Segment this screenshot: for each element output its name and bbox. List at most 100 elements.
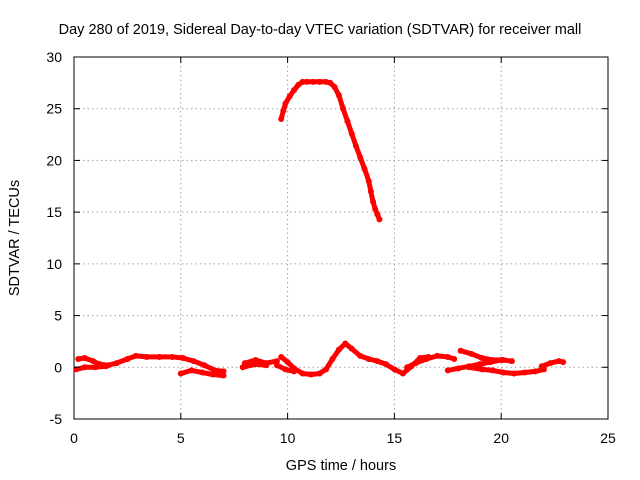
data-point bbox=[444, 353, 451, 360]
data-point bbox=[282, 100, 289, 107]
data-point bbox=[220, 372, 227, 379]
data-point bbox=[113, 360, 120, 367]
data-point bbox=[310, 78, 317, 85]
data-point bbox=[478, 366, 485, 373]
data-point bbox=[303, 78, 310, 85]
y-tick-label: 30 bbox=[46, 49, 62, 65]
data-point bbox=[156, 353, 163, 360]
data-point bbox=[365, 356, 372, 363]
y-tick-label: 25 bbox=[46, 101, 62, 117]
data-point bbox=[280, 107, 287, 114]
data-point bbox=[252, 357, 259, 364]
data-point bbox=[348, 130, 355, 137]
data-point bbox=[299, 78, 306, 85]
y-tick-label: 15 bbox=[46, 204, 62, 220]
data-point bbox=[286, 93, 293, 100]
data-point bbox=[489, 367, 496, 374]
x-axis-label: GPS time / hours bbox=[286, 458, 396, 474]
grid bbox=[74, 57, 608, 419]
data-point bbox=[291, 368, 298, 375]
data-point bbox=[331, 83, 338, 90]
data-point bbox=[73, 366, 80, 373]
data-point bbox=[560, 359, 567, 366]
series-line bbox=[73, 363, 109, 372]
data-point bbox=[291, 87, 298, 94]
x-tick-label: 15 bbox=[387, 430, 403, 446]
data-point bbox=[344, 118, 351, 125]
plot-frame bbox=[73, 56, 609, 420]
data-point bbox=[284, 359, 291, 366]
data-point bbox=[124, 356, 131, 363]
data-point bbox=[374, 211, 381, 218]
data-point bbox=[316, 78, 323, 85]
data-point bbox=[508, 358, 515, 365]
y-axis-label: SDTVAR / TECUs bbox=[7, 180, 23, 296]
data-point bbox=[476, 361, 483, 368]
data-point bbox=[547, 360, 554, 367]
data-point bbox=[299, 370, 306, 377]
y-tick-label: -5 bbox=[50, 411, 63, 427]
data-point bbox=[282, 366, 289, 373]
data-point bbox=[252, 361, 259, 368]
data-point bbox=[201, 362, 208, 369]
data-point bbox=[273, 358, 280, 365]
data-point bbox=[263, 362, 270, 369]
data-point bbox=[511, 370, 518, 377]
data-point bbox=[190, 358, 197, 365]
data-point bbox=[169, 353, 176, 360]
y-tick-label: 10 bbox=[46, 256, 62, 272]
data-point bbox=[348, 345, 355, 352]
x-axis-ticks: 0 5 10 15 20 25 bbox=[70, 57, 616, 446]
data-point bbox=[209, 371, 216, 378]
data-point bbox=[220, 368, 227, 375]
data-point bbox=[357, 154, 364, 161]
data-point bbox=[372, 206, 379, 213]
data-point bbox=[423, 356, 430, 363]
data-point bbox=[143, 353, 150, 360]
data-point bbox=[327, 79, 334, 86]
data-point bbox=[92, 364, 99, 371]
data-point bbox=[357, 352, 364, 359]
data-point bbox=[103, 363, 110, 370]
data-point bbox=[444, 367, 451, 374]
data-point bbox=[188, 367, 195, 374]
data-point bbox=[361, 165, 368, 172]
data-point bbox=[365, 178, 372, 185]
data-point bbox=[81, 364, 88, 371]
data-point bbox=[335, 346, 342, 353]
data-point bbox=[521, 369, 528, 376]
data-point bbox=[500, 369, 507, 376]
data-point bbox=[457, 347, 464, 354]
y-tick-label: 0 bbox=[54, 359, 62, 375]
data-point bbox=[278, 116, 285, 123]
y-axis-ticks: -5 0 5 10 15 20 25 30 bbox=[46, 49, 608, 427]
x-tick-label: 5 bbox=[177, 430, 185, 446]
data-point bbox=[370, 198, 377, 205]
data-point bbox=[308, 371, 315, 378]
data-point bbox=[466, 364, 473, 371]
data-point bbox=[199, 369, 206, 376]
data-point bbox=[295, 81, 302, 88]
data-point bbox=[374, 358, 381, 365]
data-point bbox=[478, 354, 485, 361]
series-line bbox=[75, 353, 226, 374]
data-point bbox=[404, 364, 411, 371]
data-point bbox=[376, 216, 383, 223]
data-point bbox=[90, 358, 97, 365]
series-line bbox=[278, 79, 382, 222]
data-point bbox=[278, 353, 285, 360]
x-tick-label: 25 bbox=[600, 430, 616, 446]
data-point bbox=[342, 340, 349, 347]
data-point bbox=[323, 366, 330, 373]
data-point bbox=[81, 354, 88, 361]
data-point bbox=[132, 352, 139, 359]
data-point bbox=[177, 370, 184, 377]
series-layer bbox=[73, 78, 567, 379]
data-point bbox=[451, 356, 458, 363]
data-point bbox=[468, 350, 475, 357]
x-tick-label: 20 bbox=[493, 430, 509, 446]
data-point bbox=[391, 366, 398, 373]
series-line bbox=[242, 357, 280, 366]
data-point bbox=[239, 364, 246, 371]
